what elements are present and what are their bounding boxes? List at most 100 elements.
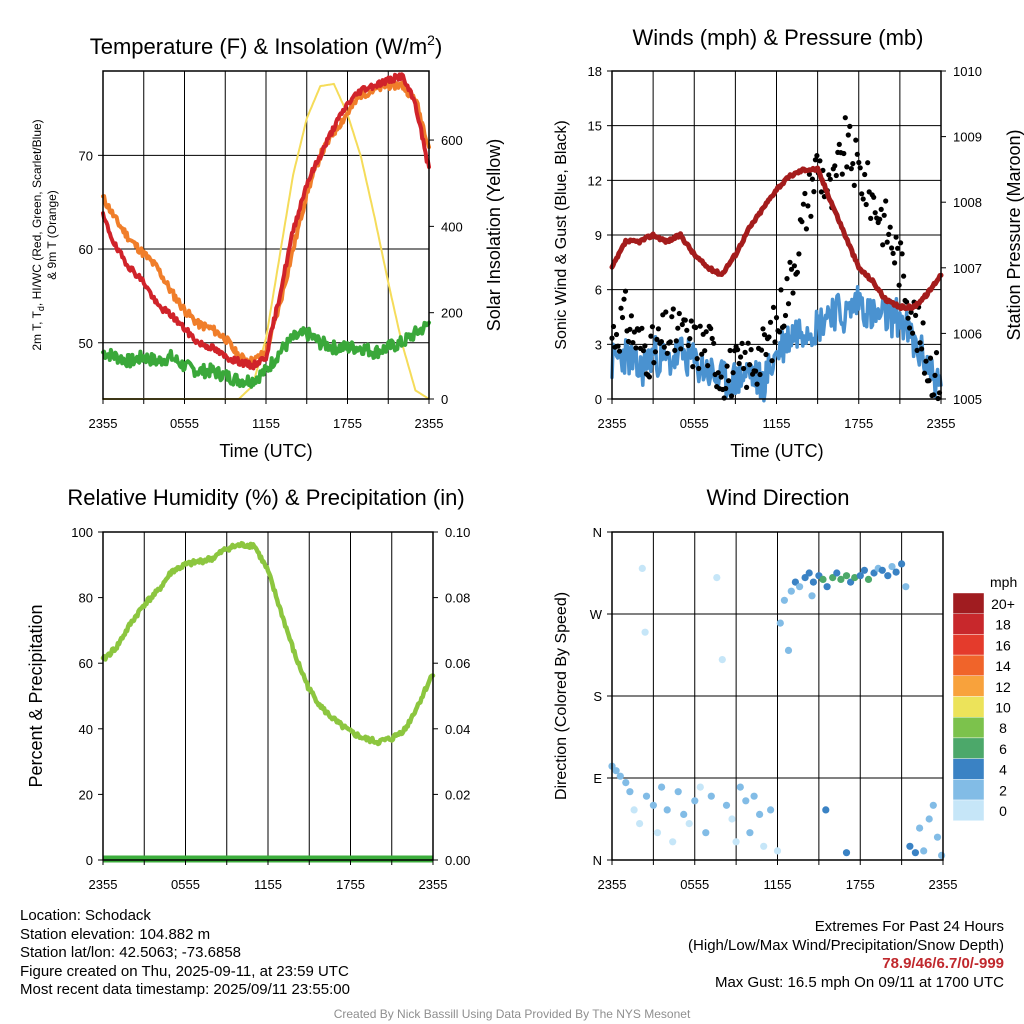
gust-point — [730, 370, 736, 376]
latlon-text: Station lat/lon: 42.5063; -73.6858 — [20, 944, 242, 961]
gust-point — [887, 224, 893, 230]
y-tick-label-right: 600 — [441, 133, 463, 148]
gust-point — [884, 239, 890, 245]
gust-point — [930, 392, 937, 398]
gust-point — [832, 163, 838, 169]
y-tick-label-left: 0 — [86, 853, 93, 868]
y-tick-label-right: 0 — [441, 392, 448, 407]
gust-point — [809, 176, 816, 182]
gust-point — [658, 339, 665, 345]
direction-point — [898, 560, 906, 568]
direction-point — [860, 566, 869, 574]
gust-point — [648, 333, 654, 339]
gust-point — [642, 343, 648, 349]
direction-grid — [612, 532, 943, 860]
direction-point — [680, 810, 688, 819]
direction-point — [702, 829, 710, 837]
gust-point — [735, 347, 741, 353]
direction-point — [938, 851, 946, 860]
gust-point — [899, 251, 905, 257]
temperature-ylabel-left: 2m T, Td, HI/WC (Red, Green, Scarlet/Blu… — [30, 119, 46, 350]
direction-point — [713, 574, 721, 582]
gust-point — [763, 351, 769, 358]
temperature-xlabel: Time (UTC) — [219, 441, 312, 461]
temperature-title: Temperature (F) & Insolation (W/m2) — [90, 32, 443, 59]
gust-point — [794, 269, 801, 275]
y-tick-label-left: 20 — [79, 787, 93, 802]
gust-point — [761, 332, 768, 338]
gust-point — [760, 326, 766, 332]
direction-point — [878, 566, 886, 574]
legend-label: 16 — [995, 637, 1011, 653]
direction-point — [870, 569, 878, 577]
direction-point — [638, 564, 646, 573]
winds-xlabel: Time (UTC) — [730, 441, 823, 461]
gust-point — [914, 347, 920, 353]
y-tick-label-left: E — [593, 771, 602, 786]
y-tick-label-right: 0.08 — [445, 591, 470, 606]
y-tick-label-left: N — [593, 853, 602, 868]
direction-point — [929, 801, 937, 809]
location-text: Location: Schodack — [20, 907, 151, 924]
gust-point — [833, 172, 839, 179]
gust-point — [796, 251, 802, 257]
y-tick-label-right: 0.04 — [445, 722, 470, 737]
gust-point — [721, 395, 727, 401]
gust-point — [738, 354, 744, 360]
y-tick-label-left: 60 — [79, 242, 93, 257]
y-tick-label-left: 50 — [79, 336, 93, 351]
gust-point — [640, 348, 647, 354]
legend-label: 0 — [999, 803, 1007, 819]
gust-point — [898, 240, 904, 246]
y-tick-label-right: 1007 — [953, 261, 982, 276]
legend-label: 4 — [999, 762, 1007, 778]
direction-point — [674, 788, 682, 796]
gust-point — [776, 329, 783, 335]
gust-point — [661, 344, 667, 350]
gust-point — [927, 355, 934, 361]
gust-point — [744, 384, 750, 390]
legend-label: 18 — [995, 617, 1011, 633]
elevation-text: Station elevation: 104.882 m — [20, 925, 211, 943]
gust-point — [881, 212, 887, 218]
gust-point — [663, 309, 669, 315]
y-tick-label-left: 70 — [79, 148, 93, 163]
legend-label: 20+ — [991, 596, 1015, 612]
gust-point — [920, 320, 926, 326]
gust-point — [845, 132, 851, 138]
gust-point — [633, 345, 639, 351]
gust-point — [883, 198, 889, 204]
gust-point — [646, 374, 653, 380]
dewpoint-line — [101, 320, 431, 389]
gust-point — [839, 171, 845, 177]
y-tick-label-right: 1005 — [953, 392, 982, 407]
gust-point — [933, 350, 940, 356]
direction-point — [888, 563, 896, 571]
x-tick-label: 2355 — [89, 416, 118, 431]
gust-point — [670, 306, 676, 312]
direction-point — [669, 838, 677, 846]
direction-point — [622, 779, 630, 787]
humidity-series — [100, 540, 436, 863]
gust-point — [757, 371, 763, 378]
gust-point — [702, 348, 708, 354]
humidity-grid — [143, 532, 393, 860]
gust-point — [688, 318, 694, 324]
humidity-line — [100, 540, 436, 747]
temperature-x-ticks: 2355 0555 1155 1755 2355 — [89, 399, 443, 431]
gust-point — [773, 315, 780, 321]
x-tick-label: 0555 — [680, 416, 709, 431]
gust-point — [923, 358, 929, 364]
y-tick-label-right: 0.06 — [445, 656, 470, 671]
gust-point — [803, 226, 810, 232]
legend-swatch — [952, 737, 985, 759]
direction-point — [808, 592, 816, 600]
gust-point — [616, 348, 623, 354]
gust-point — [800, 201, 807, 207]
y-tick-label-left: 0 — [595, 392, 602, 407]
direction-point — [736, 783, 744, 791]
gust-point — [766, 334, 772, 340]
y-tick-label-left: 12 — [588, 173, 602, 188]
gust-point — [901, 273, 907, 279]
